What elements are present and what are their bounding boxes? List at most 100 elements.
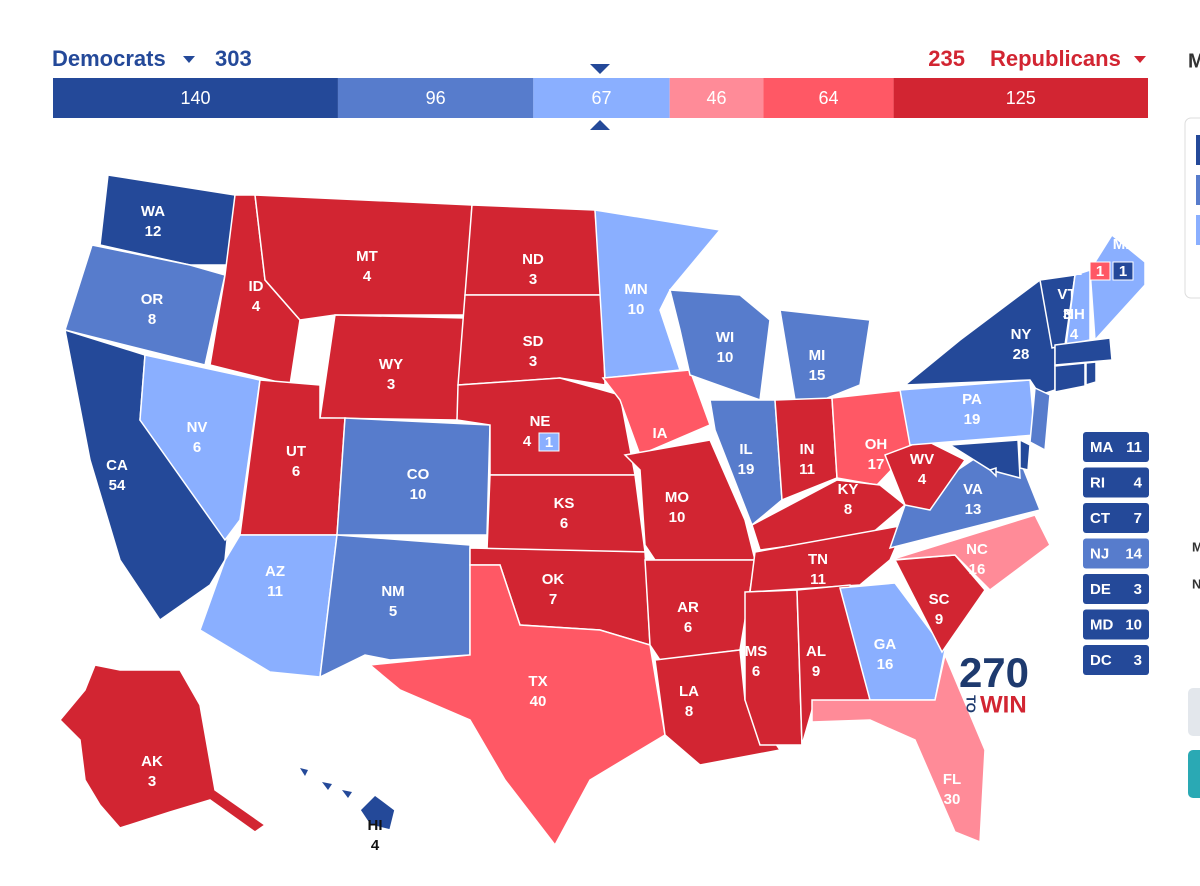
state[interactable] xyxy=(368,564,666,847)
state[interactable] xyxy=(1019,438,1031,471)
state-abbr: IA xyxy=(653,425,668,442)
state-votes: 17 xyxy=(868,456,885,473)
state-abbr: OH xyxy=(865,436,888,453)
state-votes: 3 xyxy=(387,376,395,393)
island xyxy=(342,790,352,798)
state[interactable] xyxy=(319,534,471,679)
small-state-box[interactable] xyxy=(1083,538,1149,569)
bar-label: 96 xyxy=(426,88,446,108)
side-swatch xyxy=(1196,135,1200,165)
state-abbr: OR xyxy=(141,291,164,308)
state-abbr: WA xyxy=(141,203,165,220)
small-state-box[interactable] xyxy=(1083,467,1149,498)
state[interactable] xyxy=(58,664,267,833)
state-votes: 6 xyxy=(560,515,568,532)
state-votes: 6 xyxy=(684,619,692,636)
state[interactable] xyxy=(457,294,606,386)
rep-caret[interactable] xyxy=(1134,56,1146,63)
state-votes: 4 xyxy=(523,433,532,450)
state-votes: 19 xyxy=(738,461,755,478)
state-abbr: FL xyxy=(943,771,961,788)
state-votes: 11 xyxy=(810,571,826,588)
logo: 270 TO WIN xyxy=(959,649,1029,718)
state[interactable] xyxy=(749,524,907,593)
state-votes: 8 xyxy=(844,501,852,518)
state[interactable] xyxy=(1054,337,1113,366)
small-state-box[interactable] xyxy=(1083,645,1149,675)
island xyxy=(300,768,308,776)
state-abbr: IL xyxy=(739,441,752,458)
state-votes: 28 xyxy=(1013,346,1030,363)
state-votes: 54 xyxy=(109,477,126,494)
bar-label: 64 xyxy=(818,88,838,108)
state-votes: 13 xyxy=(965,501,982,518)
state[interactable] xyxy=(811,652,986,844)
cut-off-text: M xyxy=(1188,50,1200,72)
state[interactable] xyxy=(1029,386,1051,452)
state[interactable] xyxy=(709,399,783,527)
logo-win: WIN xyxy=(980,691,1027,718)
side-button[interactable] xyxy=(1188,688,1200,736)
state-abbr: IN xyxy=(800,441,815,458)
state[interactable] xyxy=(902,278,1056,396)
state-votes: 30 xyxy=(944,791,961,808)
state-votes: 3 xyxy=(148,773,156,790)
state-abbr: ND xyxy=(522,251,544,268)
state-abbr: SD xyxy=(523,333,544,350)
state[interactable] xyxy=(988,466,997,478)
bar-label: 125 xyxy=(1006,88,1036,108)
state-votes: 8 xyxy=(685,703,693,720)
state-abbr: PA xyxy=(962,391,982,408)
state[interactable] xyxy=(644,559,756,661)
district-votes: 1 xyxy=(1119,263,1127,280)
state-votes: 10 xyxy=(717,349,734,366)
small-state-votes: 7 xyxy=(1134,510,1142,527)
district-box xyxy=(1112,261,1134,281)
state[interactable] xyxy=(779,309,871,406)
district-box xyxy=(1089,261,1111,281)
state-votes: 16 xyxy=(877,656,894,673)
state[interactable] xyxy=(359,794,396,831)
state[interactable] xyxy=(947,439,1021,479)
state-votes: 3 xyxy=(529,353,537,370)
rep-party[interactable]: Republicans xyxy=(990,46,1121,71)
small-state-box[interactable] xyxy=(1083,503,1149,533)
dem-party[interactable]: Democrats xyxy=(52,46,166,71)
small-state-box[interactable] xyxy=(1083,574,1149,604)
bar-segment xyxy=(763,78,894,118)
small-state-box[interactable] xyxy=(1083,432,1149,462)
state[interactable] xyxy=(486,474,646,553)
state-abbr: LA xyxy=(679,683,699,700)
state[interactable] xyxy=(1085,361,1097,387)
state[interactable] xyxy=(601,369,711,457)
small-state-abbr: CT xyxy=(1090,510,1110,527)
dem-caret[interactable] xyxy=(183,56,195,63)
state-abbr: WY xyxy=(379,356,403,373)
state[interactable] xyxy=(888,454,1042,550)
state[interactable] xyxy=(99,174,236,266)
state[interactable] xyxy=(654,649,782,766)
cut-off-text: N xyxy=(1192,576,1200,591)
state[interactable] xyxy=(64,244,226,366)
small-state-votes: 4 xyxy=(1134,474,1143,491)
state-abbr: NC xyxy=(966,541,988,558)
small-state-votes: 3 xyxy=(1134,581,1142,598)
state[interactable] xyxy=(139,354,261,542)
state[interactable] xyxy=(744,589,803,746)
state-votes: 9 xyxy=(935,611,943,628)
state-votes: 4 xyxy=(1070,326,1079,343)
state[interactable] xyxy=(1089,233,1146,342)
state[interactable] xyxy=(889,514,1051,591)
bar-segment xyxy=(669,78,764,118)
state[interactable] xyxy=(1054,362,1086,393)
state-abbr: MN xyxy=(624,281,647,298)
bar-label: 46 xyxy=(706,88,726,108)
bar-label: 140 xyxy=(180,88,210,108)
state-votes: 5 xyxy=(389,603,397,620)
state-abbr: NH xyxy=(1063,306,1085,323)
side-button[interactable] xyxy=(1188,750,1200,798)
small-state-box[interactable] xyxy=(1083,609,1149,640)
state-abbr: MO xyxy=(665,489,689,506)
small-state-votes: 3 xyxy=(1134,652,1142,669)
bar-segment xyxy=(337,78,534,118)
